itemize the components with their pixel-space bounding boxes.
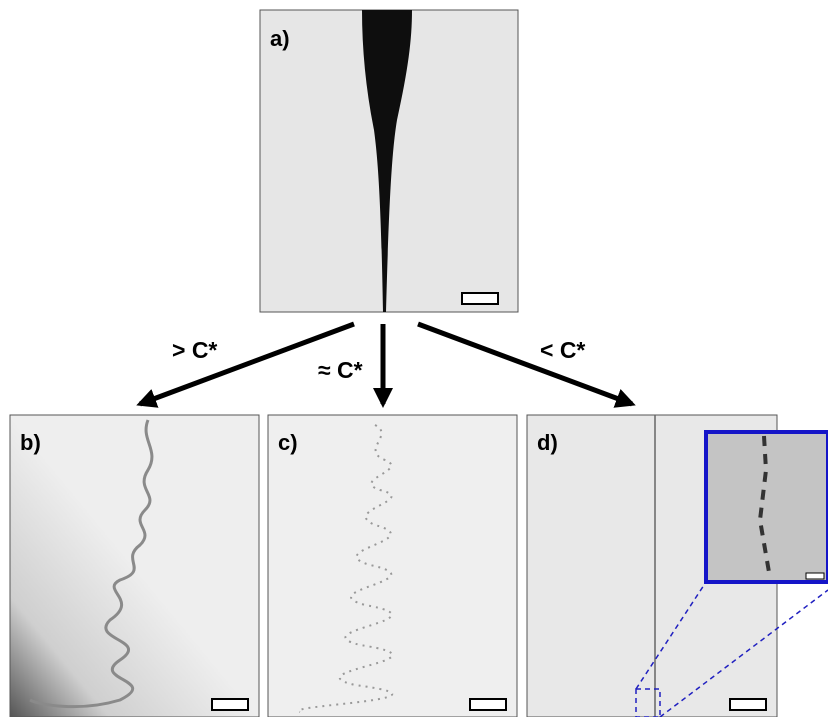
scale-bar xyxy=(212,699,248,710)
figure: a) > C* ≈ C* < C* b) c) d) xyxy=(0,0,828,717)
panel-c: c) xyxy=(268,415,517,717)
scale-bar xyxy=(806,573,824,579)
arrow-label: ≈ C* xyxy=(318,357,363,383)
scale-bar xyxy=(470,699,506,710)
scale-bar xyxy=(730,699,766,710)
panel-label: a) xyxy=(270,26,290,51)
arrow-label: < C* xyxy=(540,337,585,363)
arrow-label: > C* xyxy=(172,337,217,363)
panel-label: c) xyxy=(278,430,298,455)
panel-a: a) xyxy=(260,10,518,312)
panel-label: b) xyxy=(20,430,41,455)
panel-label: d) xyxy=(537,430,558,455)
panel-d: d) xyxy=(527,415,828,717)
scale-bar xyxy=(462,293,498,304)
arrow xyxy=(418,324,632,404)
arrows xyxy=(140,324,632,404)
panel-b: b) xyxy=(10,415,259,717)
panel-frame xyxy=(268,415,517,717)
page: a) > C* ≈ C* < C* b) c) d) (() => { cons… xyxy=(0,0,828,717)
